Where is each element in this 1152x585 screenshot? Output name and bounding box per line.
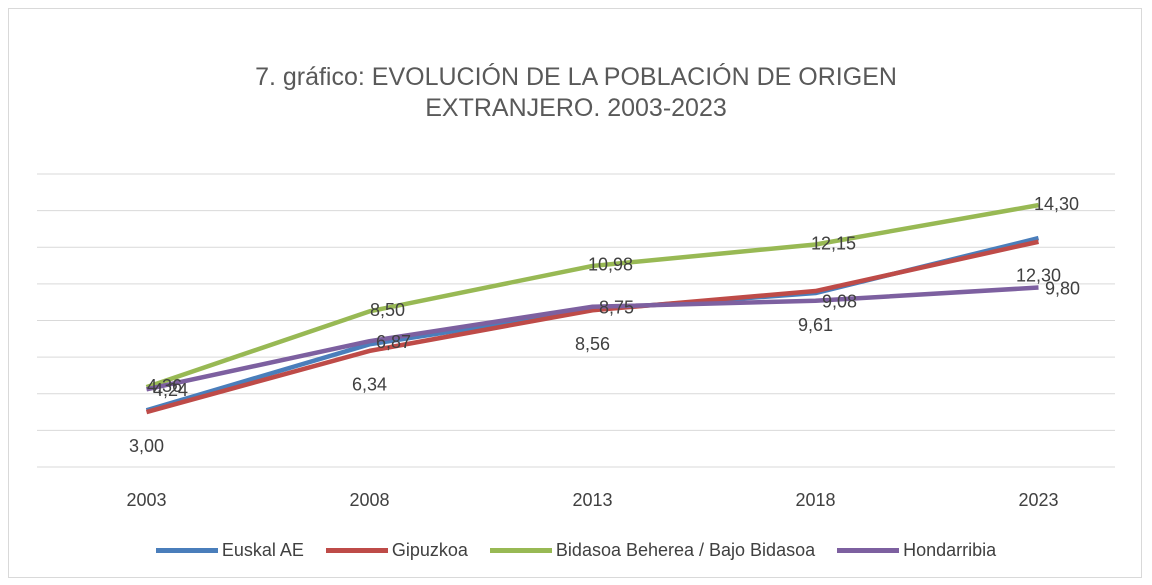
data-label: 8,50 — [370, 300, 405, 320]
legend-entry: Gipuzkoa — [325, 540, 468, 561]
data-label: 8,75 — [599, 298, 634, 318]
legend-swatch — [489, 548, 552, 553]
data-label: 8,56 — [575, 334, 610, 354]
legend-swatch — [155, 548, 218, 553]
legend-entry: Hondarribia — [837, 540, 996, 561]
data-label: 9,80 — [1045, 278, 1080, 298]
x-tick-label: 2008 — [349, 490, 389, 510]
data-label: 6,34 — [352, 375, 387, 395]
legend-label: Euskal AE — [221, 540, 304, 560]
data-label: 9,61 — [798, 315, 833, 335]
legend-label: Bidasoa Beherea / Bajo Bidasoa — [555, 540, 816, 560]
data-label: 12,30 — [1016, 266, 1061, 286]
data-label: 12,15 — [811, 233, 856, 253]
series-line — [146, 285, 1039, 392]
x-tick-label: 2018 — [795, 490, 835, 510]
legend-label: Hondarribia — [903, 540, 997, 560]
legend-entry: Euskal AE — [155, 540, 304, 561]
x-tick-label: 2023 — [1018, 490, 1058, 510]
x-tick-label: 2003 — [126, 490, 166, 510]
legend-swatch — [837, 548, 900, 553]
legend-entry: Bidasoa Beherea / Bajo Bidasoa — [489, 540, 816, 561]
x-tick-label: 2013 — [572, 490, 612, 510]
legend-swatch — [325, 548, 388, 553]
data-label: 4,36 — [147, 376, 182, 396]
data-label: 4,24 — [153, 380, 188, 400]
data-label: 3,00 — [129, 436, 164, 456]
legend: Euskal AE Gipuzkoa Bidasoa Beherea / Bajo … — [0, 540, 1152, 561]
data-label: 14,30 — [1034, 194, 1079, 214]
chart-frame — [8, 8, 1142, 578]
chart-title: 7. gráfico: EVOLUCIÓN DE LA POBLACIÓN DE… — [255, 63, 897, 122]
data-label: 10,98 — [588, 255, 633, 275]
legend-label: Gipuzkoa — [391, 540, 468, 560]
data-label: 6,87 — [376, 332, 411, 352]
data-label: 9,08 — [822, 291, 857, 311]
series-line — [145, 239, 1039, 415]
series-line — [145, 202, 1039, 390]
